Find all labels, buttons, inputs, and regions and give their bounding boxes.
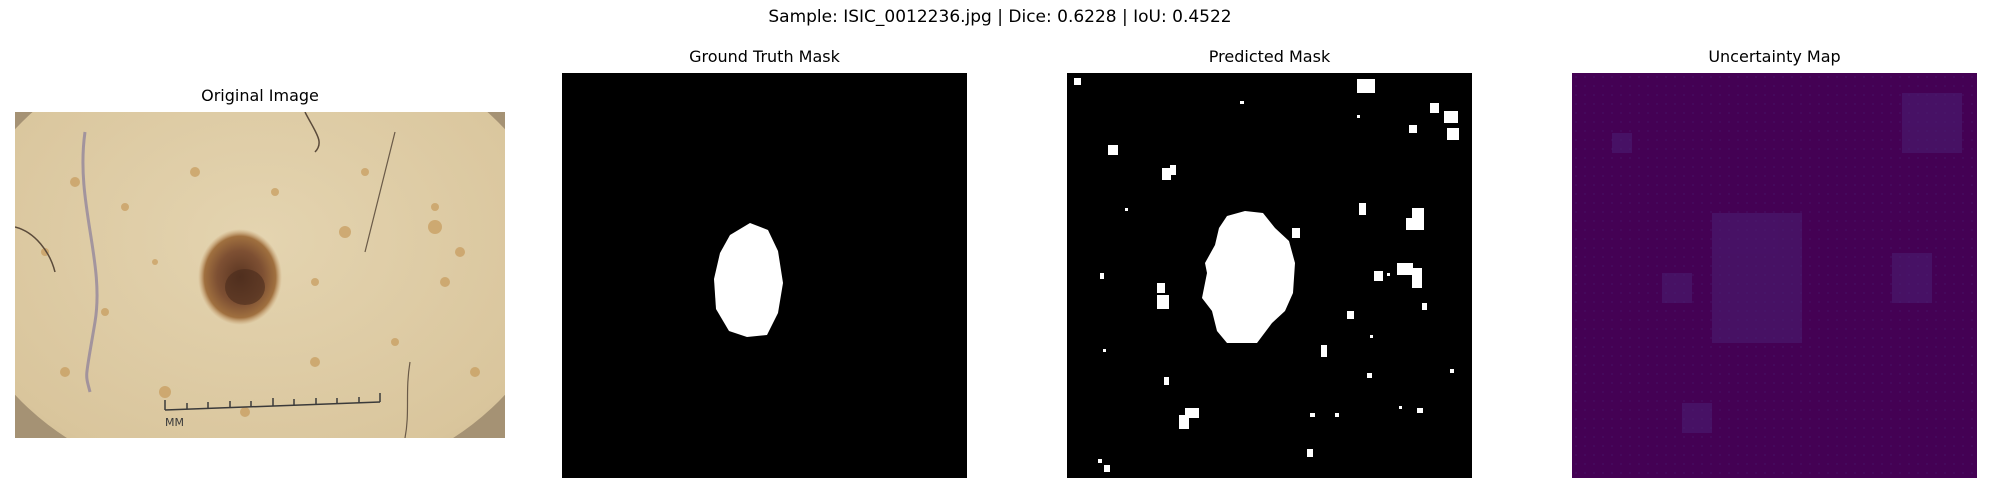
predicted-mask xyxy=(1067,73,1472,478)
panel-title-ground-truth: Ground Truth Mask xyxy=(689,47,840,66)
ground-truth-mask xyxy=(562,73,967,478)
uncertainty-map xyxy=(1572,73,1977,478)
original-image: MM xyxy=(15,112,505,438)
panel-title-predicted: Predicted Mask xyxy=(1208,47,1331,66)
panel-title-uncertainty: Uncertainty Map xyxy=(1708,47,1841,66)
panel-title-original: Original Image xyxy=(201,86,319,105)
ruler-label: MM xyxy=(165,416,184,429)
figure-suptitle: Sample: ISIC_0012236.jpg | Dice: 0.6228 … xyxy=(768,7,1232,27)
